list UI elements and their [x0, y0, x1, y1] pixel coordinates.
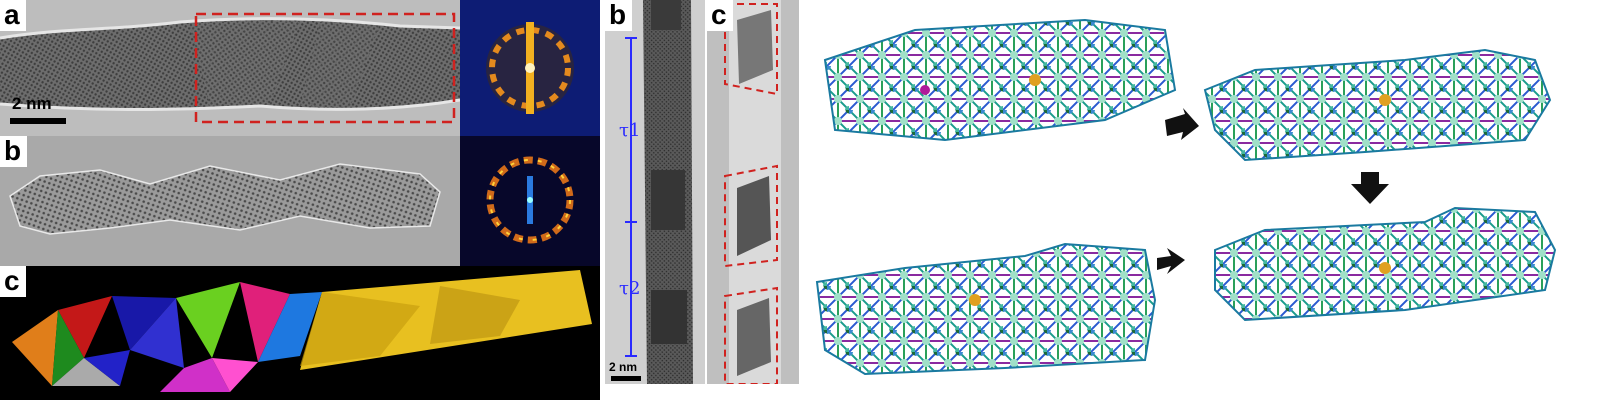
- panel-a-hrtem: a 2 nm: [0, 0, 460, 136]
- middle-label-b: b: [605, 0, 633, 31]
- fft-a: [460, 0, 600, 136]
- hrtem-image: [0, 0, 460, 136]
- panel-b-simulation: b: [0, 136, 460, 266]
- structure-sequence-svg: [815, 18, 1557, 376]
- panel-label-b: b: [0, 136, 28, 167]
- panel-label-c: c: [0, 266, 26, 297]
- simulated-wire: [9, 163, 441, 235]
- middle-scalebar-label: 2 nm: [609, 360, 638, 374]
- panel-c-model: c: [0, 266, 600, 400]
- panel-label-a: a: [0, 0, 26, 31]
- arrow-down-icon: [1351, 172, 1389, 204]
- structure-2: [1203, 48, 1552, 162]
- middle-panel-c-simulation: c: [707, 0, 799, 384]
- fft-b: [460, 136, 600, 266]
- middle-panel-b-tem: b τ1 τ2 2 nm: [605, 0, 705, 384]
- structure-4: [815, 242, 1157, 376]
- middle-label-c: c: [707, 0, 733, 31]
- structure-3: [1214, 206, 1557, 322]
- arrow-right-icon: [1165, 108, 1199, 140]
- right-figure-sequence: [805, 0, 1607, 400]
- arrow-left-icon: [1157, 248, 1185, 274]
- scalebar-label: 2 nm: [12, 94, 52, 113]
- dashed-selection-box: [194, 12, 456, 124]
- tau1-label: τ1: [619, 120, 641, 141]
- structure-1: [823, 18, 1177, 142]
- tau2-label: τ2: [619, 278, 641, 299]
